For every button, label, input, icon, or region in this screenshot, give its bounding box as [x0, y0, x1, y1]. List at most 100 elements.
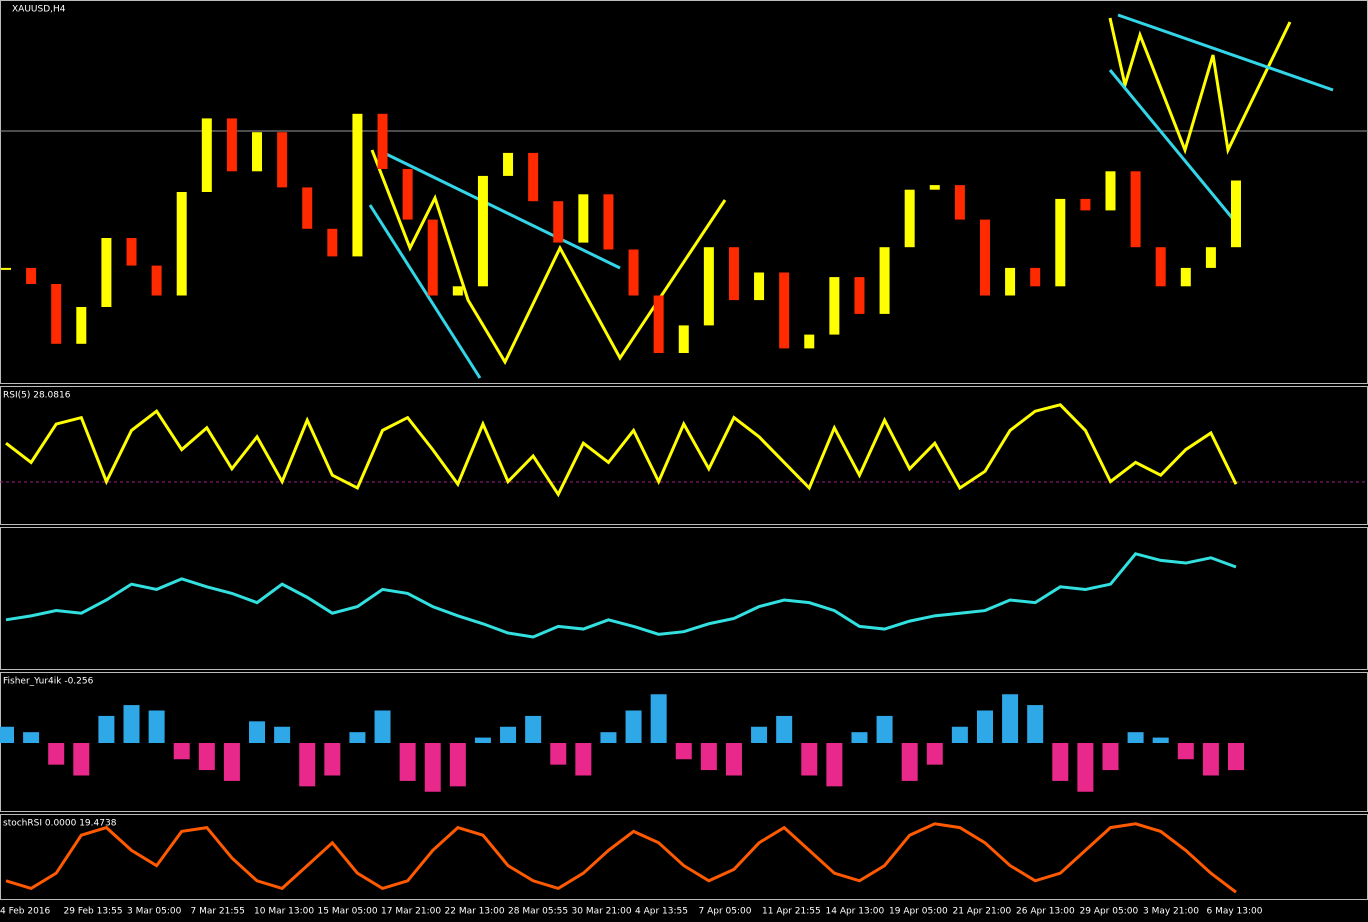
- candle: [352, 113, 363, 257]
- candle: [979, 219, 990, 296]
- candle: [854, 277, 865, 314]
- candle: [101, 238, 112, 307]
- candle: [804, 334, 815, 349]
- histogram-bar: [675, 743, 692, 760]
- histogram-bar: [474, 737, 491, 743]
- histogram-bar: [1002, 694, 1019, 743]
- candle: [578, 194, 589, 243]
- candle: [1155, 247, 1166, 287]
- x-tick-label: 29 Apr 05:00: [1080, 907, 1139, 917]
- candle: [302, 187, 313, 229]
- candle: [427, 219, 438, 296]
- x-tick-label: 30 Mar 21:00: [572, 907, 632, 917]
- histogram-bar: [424, 743, 441, 792]
- x-tick-label: 26 Apr 13:00: [1016, 907, 1075, 917]
- x-tick-label: 6 May 13:00: [1207, 907, 1263, 917]
- candle: [879, 247, 890, 314]
- candle: [126, 238, 137, 266]
- histogram-bar: [23, 732, 40, 743]
- candle: [76, 307, 87, 344]
- histogram-bar: [324, 743, 341, 776]
- x-tick-label: 21 Apr 21:00: [953, 907, 1012, 917]
- candle: [1205, 247, 1216, 268]
- candle: [1130, 171, 1141, 248]
- candle: [1231, 180, 1241, 248]
- x-tick-label: 14 Apr 13:00: [826, 907, 885, 917]
- histogram-bar: [500, 726, 517, 743]
- panel-title: RSI(5) 28.0816: [3, 391, 71, 401]
- histogram-bar: [600, 732, 617, 743]
- candle: [603, 194, 614, 250]
- x-tick-label: 10 Mar 13:00: [254, 907, 314, 917]
- histogram-bar: [1077, 743, 1094, 792]
- candle: [226, 118, 237, 172]
- histogram-bar: [951, 726, 968, 743]
- candle: [678, 325, 689, 353]
- x-tick-label: 3 Mar 05:00: [127, 907, 182, 917]
- histogram-bar: [399, 743, 416, 781]
- series-line: [5, 552, 1237, 639]
- candle: [1105, 171, 1116, 211]
- candle: [528, 152, 539, 202]
- candle: [754, 272, 765, 301]
- histogram-bar: [1177, 743, 1194, 760]
- candle: [653, 295, 664, 353]
- x-tick-label: 15 Mar 05:00: [318, 907, 378, 917]
- x-tick-label: 4 Feb 2016: [0, 907, 51, 917]
- candle: [1180, 267, 1191, 287]
- histogram-bar: [173, 743, 190, 760]
- x-tick-label: 17 Mar 21:00: [381, 907, 441, 917]
- histogram-bar: [299, 743, 316, 787]
- x-tick-label: 3 May 21:00: [1143, 907, 1199, 917]
- candle: [477, 175, 488, 287]
- histogram-bar: [148, 710, 165, 743]
- x-tick-label: 28 Mar 05:55: [508, 907, 568, 917]
- histogram-bar: [1052, 743, 1069, 781]
- candle: [277, 132, 288, 188]
- series-line: [5, 822, 1237, 894]
- histogram-bar: [1202, 743, 1219, 776]
- candle: [252, 132, 263, 172]
- histogram-bar: [926, 743, 943, 765]
- panel-title: stochRSI 0.0000 19.4738: [3, 819, 117, 829]
- candle: [1, 267, 11, 270]
- candle: [703, 247, 714, 326]
- histogram-bar: [751, 726, 768, 743]
- histogram-bar: [249, 721, 266, 743]
- series-line: [5, 403, 1238, 498]
- x-tick-label: 7 Apr 05:00: [699, 907, 752, 917]
- candle: [1080, 198, 1091, 211]
- candle: [553, 201, 564, 243]
- histogram-bar: [700, 743, 717, 771]
- candle: [327, 228, 338, 257]
- candle: [1005, 267, 1016, 296]
- candle: [26, 267, 37, 284]
- histogram-bar: [876, 715, 893, 743]
- candle: [402, 169, 413, 220]
- x-tick-label: 11 Apr 21:55: [762, 907, 821, 917]
- histogram-bar: [650, 694, 667, 743]
- candle: [176, 192, 187, 296]
- histogram-bar: [349, 732, 366, 743]
- candle: [954, 185, 965, 220]
- candle: [779, 272, 790, 349]
- histogram-bar: [198, 743, 215, 771]
- histogram-bar: [1152, 737, 1169, 743]
- candle: [201, 118, 212, 192]
- histogram-bar: [374, 710, 391, 743]
- histogram-bar: [123, 705, 140, 743]
- histogram-bar: [525, 715, 542, 743]
- histogram-bar: [449, 743, 466, 787]
- panel-title: XAUUSD,H4: [12, 5, 66, 15]
- histogram-bar: [0, 726, 14, 743]
- histogram-bar: [1127, 732, 1144, 743]
- histogram-bar: [1102, 743, 1119, 771]
- candle: [728, 247, 739, 301]
- histogram-bar: [98, 715, 115, 743]
- x-tick-label: 19 Apr 05:00: [889, 907, 948, 917]
- candle: [829, 277, 840, 335]
- histogram-bar: [48, 743, 65, 765]
- histogram-bar: [550, 743, 567, 765]
- histogram-bar: [1027, 705, 1044, 743]
